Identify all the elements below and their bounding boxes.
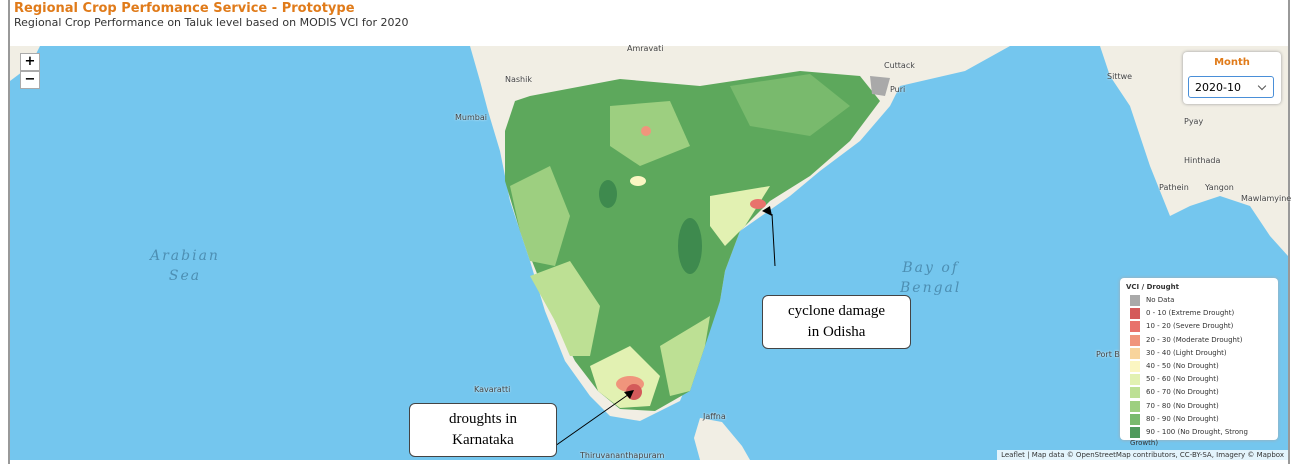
- place-label: Hinthada: [1184, 156, 1221, 165]
- month-label: Month: [1214, 57, 1250, 68]
- region: [530, 261, 600, 356]
- annotation-line: Karnataka: [452, 432, 514, 448]
- region: [641, 126, 651, 136]
- legend-item: 60 - 70 (No Drought): [1130, 387, 1219, 399]
- legend-item: No Data: [1130, 295, 1174, 306]
- place-label: Yangon: [1205, 183, 1234, 192]
- attribution: Leaflet | Map data © OpenStreetMap contr…: [997, 450, 1288, 460]
- place-label: Jaffna: [703, 412, 726, 421]
- legend-title: VCI / Drought: [1126, 283, 1179, 291]
- place-label: Pathein: [1159, 183, 1189, 192]
- zoom-out[interactable]: −: [20, 71, 40, 89]
- frame: [8, 0, 1290, 464]
- place-label: Thiruvananthapuram: [580, 451, 665, 460]
- legend-label: No Data: [1146, 296, 1175, 304]
- arrow-head: [762, 206, 772, 216]
- legend-item: 20 - 30 (Moderate Drought): [1130, 334, 1243, 346]
- sea-label-line: Bengal: [900, 280, 962, 296]
- place-label: Kavaratti: [474, 385, 511, 394]
- region: [870, 76, 890, 96]
- legend-item: 80 - 90 (No Drought): [1130, 413, 1219, 425]
- sea-label-line: Bay of: [902, 260, 959, 276]
- annotation: cyclone damage in Odisha: [762, 295, 911, 349]
- page-subtitle: Regional Crop Performance on Taluk level…: [14, 16, 409, 29]
- zoom-in[interactable]: +: [20, 53, 40, 71]
- annotation-line: droughts in: [449, 411, 517, 427]
- legend-label: 90 - 100 (No Drought, Strong Growth): [1130, 428, 1248, 447]
- place-label: Mumbai: [455, 113, 487, 122]
- legend-label: 70 - 80 (No Drought): [1146, 401, 1219, 410]
- legend-item: 30 - 40 (Light Drought): [1130, 347, 1227, 359]
- legend-swatch: [1130, 321, 1140, 333]
- land: [694, 418, 750, 460]
- legend-swatch: [1130, 413, 1140, 425]
- legend-label: 10 - 20 (Severe Drought): [1146, 322, 1234, 331]
- page-title: Regional Crop Perfomance Service - Proto…: [14, 1, 355, 16]
- sea-label: Arabian Sea: [150, 246, 220, 286]
- region: [750, 199, 766, 209]
- legend-item: 10 - 20 (Severe Drought): [1130, 321, 1234, 333]
- annotation-line: cyclone damage: [787, 303, 886, 319]
- legend-label: 50 - 60 (No Drought): [1146, 375, 1219, 384]
- legend-item: 90 - 100 (No Drought, Strong Growth): [1130, 427, 1278, 447]
- place-label: Mawlamyine: [1241, 194, 1292, 203]
- arrow: [554, 391, 633, 447]
- place-label: Port Bl: [1096, 350, 1123, 359]
- month-control: Month 2020-10: [1183, 52, 1281, 104]
- legend-swatch: [1130, 347, 1140, 359]
- place-label: Puri: [890, 85, 906, 94]
- legend-item: 40 - 50 (No Drought): [1130, 361, 1219, 372]
- place-label: Nashik: [505, 75, 532, 84]
- annotation-line: in Odisha: [807, 324, 866, 340]
- place-label: Amravati: [627, 44, 664, 53]
- legend-swatch: [1130, 334, 1140, 346]
- map: [10, 46, 1288, 460]
- legend: VCI / Drought No Data 0 - 10 (Extreme Dro…: [1120, 278, 1278, 447]
- region: [599, 180, 617, 208]
- region: [660, 316, 710, 396]
- legend-label: 60 - 70 (No Drought): [1146, 388, 1219, 397]
- legend-swatch: [1130, 374, 1140, 386]
- place-label: Pyay: [1184, 117, 1204, 126]
- legend-swatch: [1130, 361, 1140, 372]
- annotation: droughts in Karnataka: [409, 403, 557, 457]
- arrow-head: [624, 390, 634, 399]
- legend-label: 30 - 40 (Light Drought): [1146, 348, 1227, 357]
- month-select[interactable]: 2020-10: [1188, 76, 1274, 98]
- legend-label: 20 - 30 (Moderate Drought): [1146, 335, 1243, 344]
- arrow: [771, 213, 776, 267]
- region: [678, 218, 702, 274]
- sea-label-line: Sea: [168, 268, 202, 284]
- legend-swatch: [1130, 400, 1140, 412]
- region: [630, 176, 646, 186]
- sea-label: Bay of Bengal: [900, 258, 961, 298]
- legend-item: 70 - 80 (No Drought): [1130, 400, 1219, 412]
- sea-label-line: Arabian: [150, 248, 220, 264]
- legend-swatch: [1130, 427, 1140, 438]
- legend-item: 50 - 60 (No Drought): [1130, 374, 1219, 386]
- legend-label: 40 - 50 (No Drought): [1146, 362, 1219, 370]
- legend-swatch: [1130, 308, 1140, 320]
- legend-swatch: [1130, 295, 1140, 306]
- legend-label: 0 - 10 (Extreme Drought): [1146, 309, 1235, 318]
- place-label: Cuttack: [884, 61, 915, 70]
- region: [510, 166, 570, 266]
- place-label: Sittwe: [1107, 72, 1133, 81]
- legend-label: 80 - 90 (No Drought): [1146, 414, 1219, 423]
- legend-item: 0 - 10 (Extreme Drought): [1130, 308, 1235, 320]
- legend-swatch: [1130, 387, 1140, 399]
- region: [730, 74, 850, 136]
